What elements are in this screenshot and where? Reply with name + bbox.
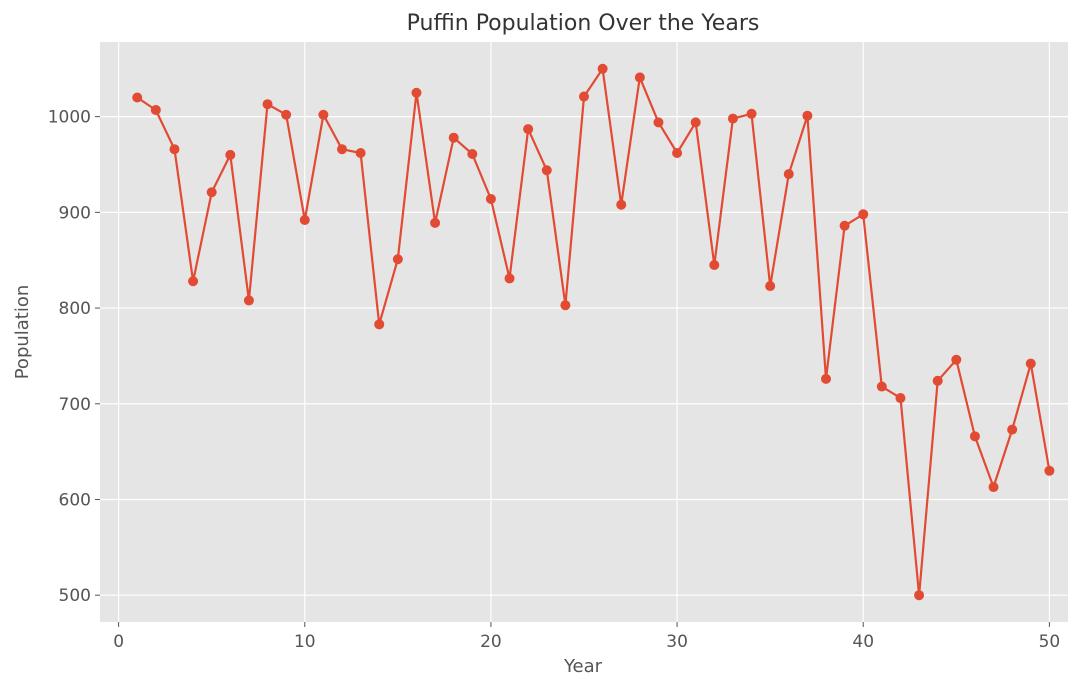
data-point bbox=[355, 148, 366, 159]
x-tick-label: 10 bbox=[294, 632, 316, 652]
x-tick-label: 20 bbox=[480, 632, 502, 652]
data-point bbox=[727, 113, 738, 124]
data-point bbox=[709, 260, 720, 271]
y-tick-label: 500 bbox=[59, 586, 91, 606]
y-axis-label: Population bbox=[12, 285, 33, 380]
data-point bbox=[876, 381, 887, 392]
data-point bbox=[914, 590, 925, 601]
data-point bbox=[634, 72, 645, 83]
data-point bbox=[932, 375, 943, 386]
data-point bbox=[485, 193, 496, 204]
data-point bbox=[1025, 358, 1036, 369]
data-point bbox=[597, 63, 608, 74]
x-tick-label: 50 bbox=[1039, 632, 1061, 652]
data-point bbox=[672, 148, 683, 159]
y-tick-label: 800 bbox=[59, 299, 91, 319]
data-point bbox=[430, 217, 441, 228]
y-tick-label: 1000 bbox=[48, 108, 91, 128]
x-tick-label: 0 bbox=[113, 632, 124, 652]
data-point bbox=[132, 92, 143, 103]
chart-title: Puffin Population Over the Years bbox=[407, 11, 760, 36]
data-point bbox=[746, 108, 757, 119]
data-point bbox=[690, 117, 701, 128]
data-point bbox=[337, 144, 347, 155]
data-point bbox=[169, 144, 180, 155]
data-point bbox=[858, 209, 869, 220]
data-point bbox=[188, 276, 199, 287]
data-point bbox=[411, 87, 422, 98]
data-point bbox=[541, 165, 552, 176]
data-point bbox=[467, 148, 478, 159]
data-point bbox=[374, 319, 385, 330]
data-point bbox=[299, 215, 310, 226]
data-point bbox=[616, 199, 627, 210]
data-point bbox=[206, 187, 217, 198]
data-point bbox=[504, 273, 515, 284]
plot-area bbox=[100, 42, 1068, 622]
grid-lines bbox=[100, 42, 1068, 622]
data-point bbox=[783, 169, 794, 180]
x-tick-label: 40 bbox=[852, 632, 874, 652]
x-tick-label: 30 bbox=[666, 632, 688, 652]
data-point bbox=[653, 117, 664, 128]
data-series bbox=[132, 63, 1055, 601]
data-point bbox=[988, 482, 999, 493]
data-point bbox=[225, 149, 236, 160]
data-point bbox=[839, 220, 850, 231]
data-point bbox=[765, 281, 776, 292]
data-point bbox=[579, 91, 589, 102]
data-point bbox=[523, 124, 534, 135]
y-tick-label: 600 bbox=[59, 490, 91, 510]
y-tick-label: 900 bbox=[59, 203, 91, 223]
data-point bbox=[951, 354, 962, 365]
x-axis-ticks: 0 10 20 30 40 50 bbox=[113, 622, 1060, 652]
data-point bbox=[448, 132, 459, 143]
data-point bbox=[560, 300, 571, 311]
y-axis-ticks: 500 600 700 800 900 1000 bbox=[48, 108, 100, 606]
data-point bbox=[243, 295, 254, 306]
data-point bbox=[318, 109, 329, 120]
data-point bbox=[262, 99, 273, 110]
data-point bbox=[1007, 424, 1018, 435]
data-point bbox=[969, 431, 980, 442]
y-tick-label: 700 bbox=[59, 395, 91, 415]
data-point bbox=[895, 393, 906, 404]
data-point bbox=[150, 104, 161, 115]
x-axis-label: Year bbox=[563, 656, 603, 677]
data-point bbox=[1044, 465, 1055, 476]
data-point bbox=[281, 109, 292, 120]
data-point bbox=[821, 373, 831, 384]
data-point bbox=[802, 110, 813, 121]
data-point bbox=[392, 254, 403, 265]
